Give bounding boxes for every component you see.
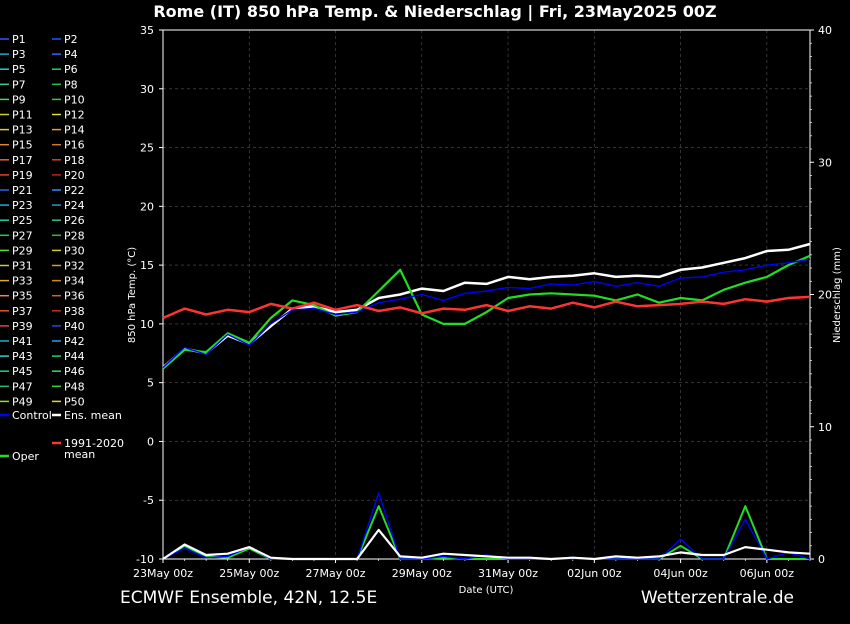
legend-label-p49: P49	[12, 395, 33, 408]
legend-label-p25: P25	[12, 214, 33, 227]
x-tick-label: 25May 00z	[219, 567, 279, 580]
legend: P1 P2 P3 P4 P5 P6 P7 P8 P9 P10 P11 P12 P13 P14 P15 P16 P…	[0, 33, 124, 463]
y-tick-label-right: 40	[818, 24, 832, 37]
legend-label-p17: P17	[12, 154, 33, 167]
legend-label-p12: P12	[64, 109, 85, 122]
legend-label-p1: P1	[12, 33, 26, 46]
legend-label-p24: P24	[64, 199, 85, 212]
x-tick-label: 27May 00z	[306, 567, 366, 580]
y-axis-label-left: 850 hPa Temp. (°C)	[127, 247, 138, 343]
legend-label-p23: P23	[12, 199, 33, 212]
y-tick-label-left: 10	[140, 318, 154, 331]
legend-label-p44: P44	[64, 350, 85, 363]
legend-label-p21: P21	[12, 184, 33, 197]
legend-label-p19: P19	[12, 169, 33, 182]
series-line-control	[162, 258, 811, 368]
series-line-oper-precipitation-mm	[162, 505, 810, 560]
legend-label-p14: P14	[64, 124, 85, 137]
legend-label-p45: P45	[12, 365, 33, 378]
series-line-1991-2020-mean	[162, 295, 811, 320]
footer-site: Wetterzentrale.de	[640, 588, 794, 608]
y-tick-label-left: 30	[140, 83, 154, 96]
legend-label-p38: P38	[64, 305, 85, 318]
legend-label-p16: P16	[64, 139, 85, 152]
y-axis-label-right: Niederschlag (mm)	[832, 247, 843, 343]
y-tick-label-left: -5	[143, 494, 154, 507]
y-tick-label-right: 20	[818, 289, 832, 302]
legend-label-p10: P10	[64, 93, 85, 106]
legend-label-line: mean	[64, 448, 95, 461]
legend-label-p26: P26	[64, 214, 85, 227]
legend-label-p39: P39	[12, 320, 33, 333]
x-tick-label: 29May 00z	[392, 567, 452, 580]
x-tick-label: 23May 00z	[133, 567, 193, 580]
legend-label-p30: P30	[64, 244, 85, 257]
y-tick-label-right: 30	[818, 156, 832, 169]
y-tick-label-left: -10	[136, 553, 154, 566]
y-tick-label-left: 15	[140, 259, 154, 272]
legend-label-p37: P37	[12, 305, 33, 318]
legend-label-p31: P31	[12, 260, 33, 273]
x-tick-label: 06Jun 00z	[740, 567, 795, 580]
legend-label-p50: P50	[64, 395, 85, 408]
legend-label-p20: P20	[64, 169, 85, 182]
y-tick-label-left: 0	[147, 435, 154, 448]
legend-label-p47: P47	[12, 380, 33, 393]
footer-source: ECMWF Ensemble, 42N, 12.5E	[120, 588, 378, 608]
series-line-oper	[162, 254, 811, 370]
legend-label-p29: P29	[12, 244, 33, 257]
legend-label-p7: P7	[12, 78, 26, 91]
x-tick-label: 31May 00z	[478, 567, 538, 580]
legend-label-p40: P40	[64, 320, 85, 333]
legend-label-p36: P36	[64, 290, 85, 303]
legend-label-p42: P42	[64, 335, 85, 348]
y-tick-label-left: 20	[140, 200, 154, 213]
legend-label-p11: P11	[12, 109, 33, 122]
legend-label-p2: P2	[64, 33, 78, 46]
legend-label-p8: P8	[64, 78, 78, 91]
chart-title: Rome (IT) 850 hPa Temp. & Niederschlag |…	[153, 2, 716, 22]
x-tick-label: 02Jun 00z	[567, 567, 622, 580]
y-tick-label-right: 0	[818, 553, 825, 566]
axes: -10 -5 0 5 10 15 20 25 30 35 0 10 20 30 40 23May 00z 25M…	[133, 24, 832, 580]
legend-label-p18: P18	[64, 154, 85, 167]
legend-label-1991-2020-mean: 1991-2020 mean	[64, 437, 124, 461]
legend-label-p32: P32	[64, 260, 85, 273]
legend-label-ens-mean: Ens. mean	[64, 409, 122, 422]
legend-label-control: Control	[12, 409, 52, 422]
y-tick-label-left: 35	[140, 24, 154, 37]
legend-label-p13: P13	[12, 124, 33, 137]
legend-label-p9: P9	[12, 93, 26, 106]
series-line-ens-mean-precipitation-mm	[162, 528, 811, 561]
legend-label-p27: P27	[12, 229, 33, 242]
legend-label-oper: Oper	[12, 450, 39, 463]
y-tick-label-right: 10	[818, 421, 832, 434]
legend-label-p41: P41	[12, 335, 33, 348]
data-series	[162, 242, 811, 561]
y-tick-label-left: 5	[147, 377, 154, 390]
legend-label-p5: P5	[12, 63, 26, 76]
legend-label-p4: P4	[64, 48, 78, 61]
series-line-ens-mean	[162, 242, 811, 369]
legend-label-p35: P35	[12, 290, 33, 303]
legend-label-p15: P15	[12, 139, 33, 152]
legend-label-line: 1991-2020	[64, 437, 124, 450]
legend-label-p22: P22	[64, 184, 85, 197]
legend-label-p34: P34	[64, 275, 85, 288]
legend-label-p43: P43	[12, 350, 33, 363]
y-tick-label-left: 25	[140, 142, 154, 155]
legend-label-p33: P33	[12, 275, 33, 288]
x-tick-label: 04Jun 00z	[653, 567, 708, 580]
x-axis-label: Date (UTC)	[459, 585, 514, 596]
legend-label-p48: P48	[64, 380, 85, 393]
series-line-control-precipitation-mm	[162, 492, 811, 560]
legend-label-p28: P28	[64, 229, 85, 242]
legend-label-p3: P3	[12, 48, 26, 61]
legend-label-p46: P46	[64, 365, 85, 378]
legend-label-p6: P6	[64, 63, 78, 76]
